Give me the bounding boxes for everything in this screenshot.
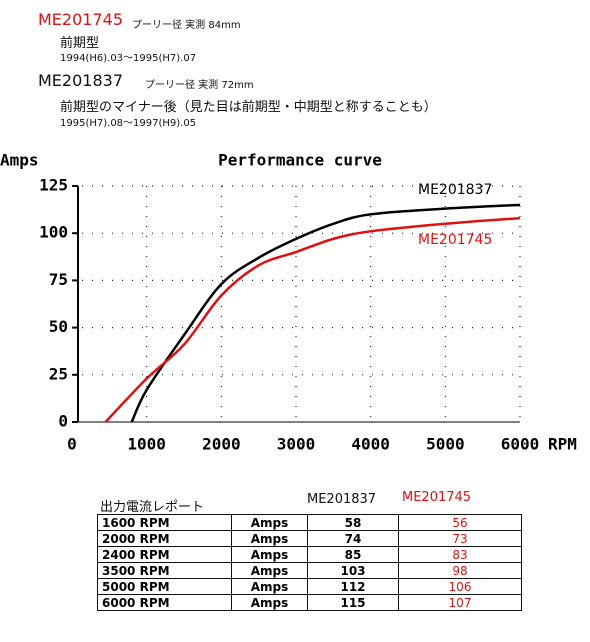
table-cell: Amps — [231, 546, 308, 563]
chart: Amps Performance curve RPM 0 25 50 75 100 125… — [0, 151, 577, 454]
table-row: 5000 RPM Amps 112 106 — [97, 578, 522, 595]
table-cell: 3500 RPM — [97, 562, 232, 579]
table-title: 出力電流レポート — [100, 500, 205, 515]
table-cell: 106 — [398, 578, 522, 595]
table-cell: Amps — [231, 562, 308, 579]
table-col: ME201837 — [307, 492, 377, 507]
model-a: ME201745 — [38, 10, 123, 29]
model-b: ME201837 — [38, 71, 123, 90]
model-a-period: 1994(H6).03～1995(H7).07 — [60, 53, 197, 64]
table-cell: 98 — [398, 562, 522, 579]
table-cell: 115 — [307, 594, 399, 611]
series-line — [104, 216, 521, 423]
table-cell: 107 — [398, 594, 522, 611]
table-row: 6000 RPM Amps 115 107 — [97, 594, 522, 611]
table-cell: Amps — [231, 514, 308, 531]
y-tick-label: 0 — [58, 412, 68, 431]
x-tick-label: 6000 — [501, 435, 540, 454]
table-cell: 2400 RPM — [97, 546, 232, 563]
y-tick-label: 75 — [49, 270, 68, 289]
x-tick-label: 0 — [67, 435, 77, 454]
table-cell: 6000 RPM — [97, 594, 232, 611]
table-col: ME201745 — [402, 490, 472, 505]
x-tick-label: 1000 — [127, 435, 166, 454]
model-a-type: 前期型 — [60, 36, 100, 51]
table: 1600 RPM Amps 58 56 2000 RPM Amps 74 73 2400 RPM… — [97, 514, 522, 611]
table-cell: 83 — [398, 546, 522, 563]
x-tick-label: 4000 — [351, 435, 390, 454]
model-a-note: プーリー径 実測 84mm — [132, 20, 241, 31]
table-cell: 73 — [398, 530, 522, 547]
chart-title: Performance curve — [218, 151, 382, 170]
x-axis-label: RPM — [548, 435, 577, 454]
table-row: 2000 RPM Amps 74 73 — [97, 530, 522, 547]
table-cell: 56 — [398, 514, 522, 531]
table-cell: 85 — [307, 546, 399, 563]
y-tick-label: 50 — [49, 317, 68, 336]
y-tick-label: 25 — [49, 364, 68, 383]
table-cell: Amps — [231, 578, 308, 595]
table-cell: 1600 RPM — [97, 514, 232, 531]
table-cell: Amps — [231, 530, 308, 547]
table-cell: 103 — [307, 562, 399, 579]
model-b-type: 前期型のマイナー後（見た目は前期型・中期型と称することも） — [60, 100, 437, 115]
series-label: ME201837 — [418, 182, 492, 198]
table-cell: 74 — [307, 530, 399, 547]
table-cell: 5000 RPM — [97, 578, 232, 595]
x-tick-label: 2000 — [202, 435, 241, 454]
table-row: 2400 RPM Amps 85 83 — [97, 546, 522, 563]
table-cell: 58 — [307, 514, 399, 531]
model-b-note: プーリー径 実測 72mm — [145, 80, 254, 91]
y-tick-label: 125 — [39, 176, 68, 195]
table-cell: 2000 RPM — [97, 530, 232, 547]
model-b-period: 1995(H7).08～1997(H9).05 — [60, 118, 197, 129]
table-row: 1600 RPM Amps 58 56 — [97, 514, 522, 531]
x-tick-label: 5000 — [426, 435, 465, 454]
y-tick-label: 100 — [39, 223, 68, 242]
table-cell: 112 — [307, 578, 399, 595]
x-tick-label: 3000 — [277, 435, 316, 454]
table-cell: Amps — [231, 594, 308, 611]
y-axis-label: Amps — [0, 151, 39, 170]
table-row: 3500 RPM Amps 103 98 — [97, 562, 522, 579]
series-label: ME201745 — [418, 232, 492, 248]
